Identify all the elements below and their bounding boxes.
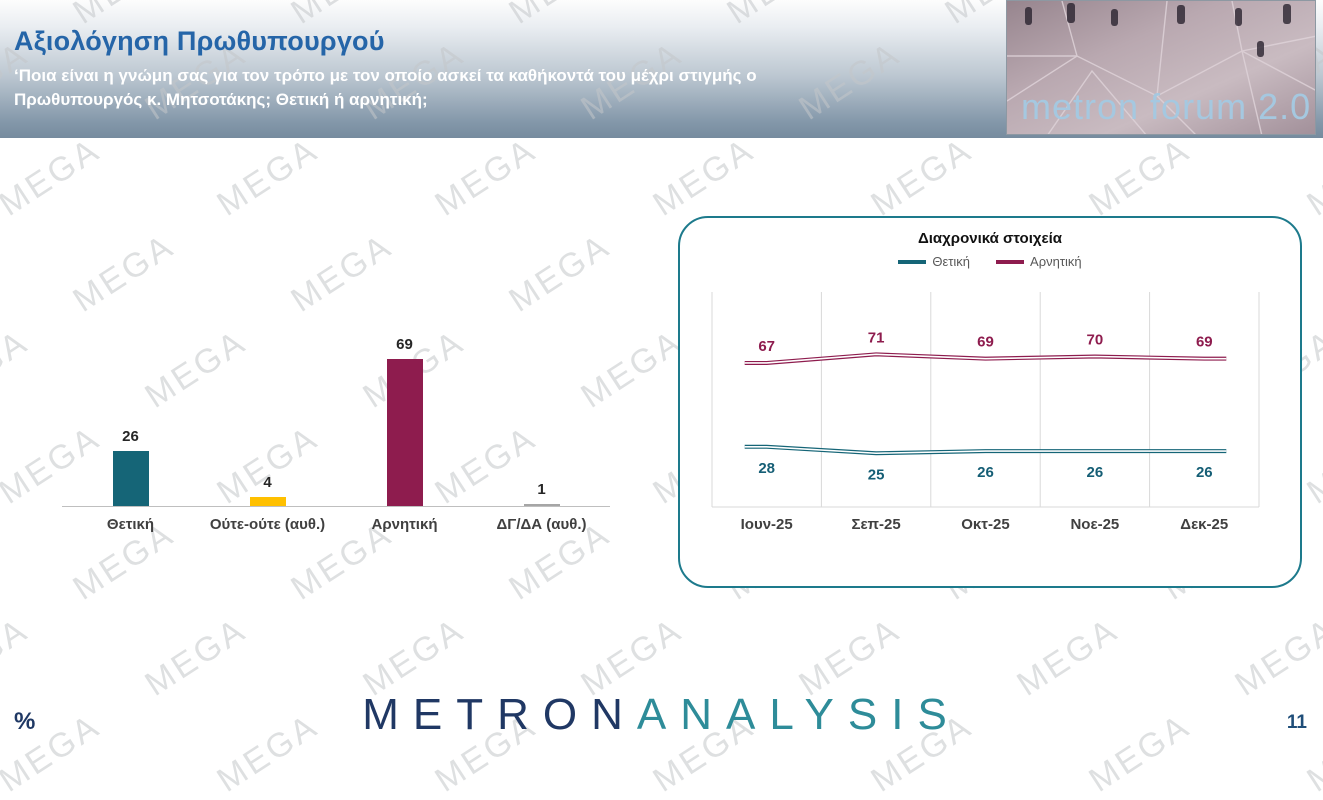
watermark-text: MEGA (428, 130, 544, 224)
bar-category-label: ΔΓ/ΔΑ (αυθ.) (496, 516, 587, 533)
watermark-text: MEGA (284, 226, 400, 320)
bar-plot-area: 26 4 69 1 (62, 328, 610, 507)
legend-label: Αρνητική (1030, 254, 1082, 269)
legend-item: Θετική (898, 254, 970, 269)
trend-title: Διαχρονικά στοιχεία (917, 230, 1063, 247)
trend-category-label: Νοε-25 (1070, 516, 1120, 533)
page-number: 11 (1286, 712, 1307, 733)
trend-line-chart: 28 25 26 26 26 67 71 69 70 69 (711, 292, 1260, 508)
series-data-label: 26 (1196, 464, 1213, 481)
series-line-highlight (744, 446, 1227, 455)
series-data-label: 69 (977, 334, 994, 351)
series-data-label: 28 (758, 460, 775, 477)
trend-category-label: Σεπ-25 (851, 516, 901, 533)
bar-chart: 26 4 69 1 Θετική Ούτε-ούτε (αυθ.) Αρνητική ΔΓ/… (62, 328, 610, 533)
watermark-text: MEGA (66, 226, 182, 320)
legend-line-swatch (996, 259, 1025, 264)
bar-value-label: 1 (537, 480, 546, 498)
metron-forum-logo-text: metron forum 2.0 (1021, 86, 1311, 127)
bar-column: 1 (473, 481, 610, 506)
series-data-label: 67 (758, 338, 775, 355)
subtitle-line-2: Πρωθυπουργός κ. Μητσοτάκης; Θετική ή αρν… (14, 89, 428, 109)
subtitle-line-1: ‘Ποια είναι η γνώμη σας για τον τρόπο με… (14, 66, 757, 85)
watermark-text: MEGA (502, 226, 618, 320)
metron-forum-logo-image: metron forum 2.0 (1007, 1, 1315, 134)
bar-category-label: Θετική (106, 516, 155, 533)
trend-category-label: Οκτ-25 (961, 516, 1010, 533)
bar-category-axis: Θετική Ούτε-ούτε (αυθ.) Αρνητική ΔΓ/ΔΑ (αυθ… (62, 507, 610, 533)
trend-category-label: Ιουν-25 (740, 516, 793, 533)
watermark-text: MEGA (864, 130, 980, 224)
bar (112, 450, 149, 506)
series-data-label: 70 (1087, 332, 1104, 349)
series-data-label: 69 (1196, 334, 1213, 351)
watermark-text: MEGA (0, 130, 108, 224)
bar-value-label: 26 (122, 427, 139, 445)
page-subtitle: ‘Ποια είναι η γνώμη σας για τον τρόπο με… (14, 64, 914, 112)
series-line-highlight (744, 353, 1227, 364)
bar (249, 497, 286, 506)
watermark-text: MEGA (1082, 130, 1198, 224)
bar-category-label: Ούτε-ούτε (αυθ.) (209, 516, 326, 533)
trend-category-axis: Ιουν-25 Σεπ-25 Οκτ-25 Νοε-25 Δεκ-25 (712, 516, 1259, 533)
trend-panel: Διαχρονικά στοιχεία Θετική Αρνητική 28 25 2… (678, 216, 1302, 588)
page-title: Αξιολόγηση Πρωθυπουργού (14, 26, 385, 56)
series-data-label: 26 (1087, 464, 1104, 481)
bar-value-label: 69 (396, 336, 413, 354)
legend-label: Θετική (932, 254, 971, 269)
metron-analysis-logo: METRONANALYSIS (0, 690, 1323, 740)
metron-analysis-logo-metron: METRON (362, 690, 637, 739)
series-data-label: 25 (868, 466, 885, 483)
trend-legend: Θετική Αρνητική (680, 254, 1300, 269)
watermark-text: MEGA (0, 322, 36, 416)
watermark-text: MEGA (1300, 130, 1323, 224)
legend-line-swatch (898, 259, 927, 264)
legend-item: Αρνητική (996, 254, 1082, 269)
metron-forum-logo: metron forum 2.0 (1006, 0, 1316, 135)
bar (523, 503, 560, 506)
bar-column: 4 (199, 474, 336, 506)
trend-category-label: Δεκ-25 (1180, 516, 1229, 533)
bar (386, 359, 423, 506)
watermark-text: MEGA (1300, 418, 1323, 512)
metron-analysis-logo-analysis: ANALYSIS (636, 690, 961, 739)
bar-column: 69 (336, 336, 473, 506)
bar-category-label: Αρνητική (371, 516, 438, 533)
bar-column: 26 (62, 428, 199, 506)
series-data-label: 26 (977, 464, 994, 481)
percent-label: % (14, 708, 36, 735)
header: Αξιολόγηση Πρωθυπουργού ‘Ποια είναι η γν… (14, 26, 914, 112)
watermark-text: MEGA (646, 130, 762, 224)
watermark-text: MEGA (210, 130, 326, 224)
series-data-label: 71 (868, 329, 885, 346)
bar-value-label: 4 (263, 474, 272, 492)
